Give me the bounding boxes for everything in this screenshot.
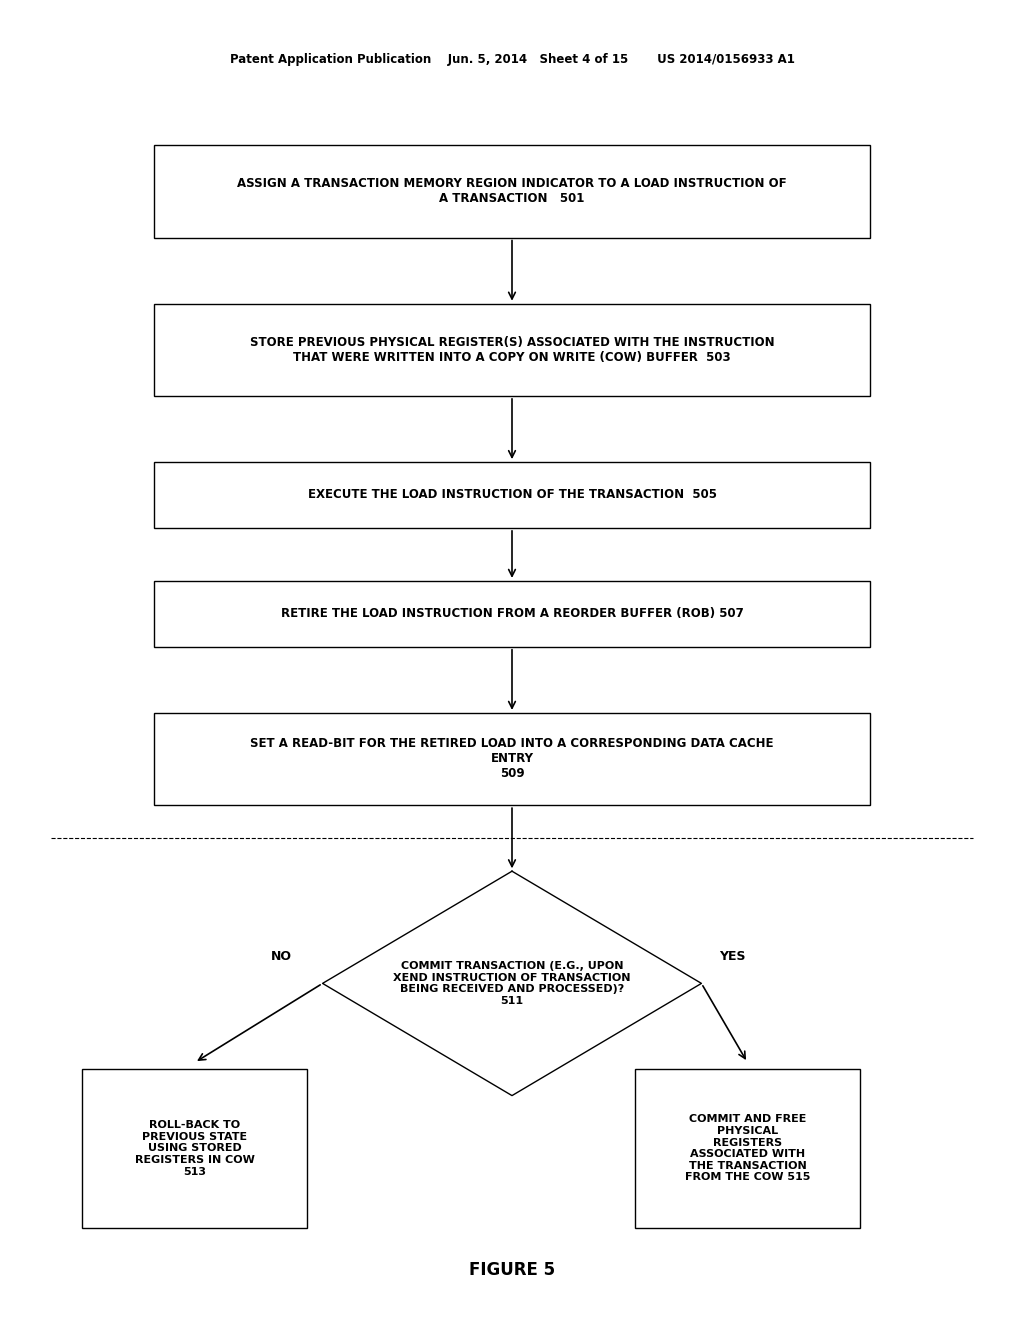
Text: COMMIT AND FREE
PHYSICAL
REGISTERS
ASSOCIATED WITH
THE TRANSACTION
FROM THE COW : COMMIT AND FREE PHYSICAL REGISTERS ASSOC… bbox=[685, 1114, 810, 1183]
FancyBboxPatch shape bbox=[635, 1069, 860, 1228]
Text: ROLL-BACK TO
PREVIOUS STATE
USING STORED
REGISTERS IN COW
513: ROLL-BACK TO PREVIOUS STATE USING STORED… bbox=[134, 1121, 255, 1176]
FancyBboxPatch shape bbox=[154, 581, 870, 647]
Text: FIGURE 5: FIGURE 5 bbox=[469, 1261, 555, 1279]
Text: NO: NO bbox=[271, 950, 292, 964]
Text: RETIRE THE LOAD INSTRUCTION FROM A REORDER BUFFER (ROB) 507: RETIRE THE LOAD INSTRUCTION FROM A REORD… bbox=[281, 607, 743, 620]
FancyBboxPatch shape bbox=[154, 145, 870, 238]
Text: SET A READ-BIT FOR THE RETIRED LOAD INTO A CORRESPONDING DATA CACHE
ENTRY
509: SET A READ-BIT FOR THE RETIRED LOAD INTO… bbox=[250, 738, 774, 780]
Text: YES: YES bbox=[719, 950, 745, 964]
Text: EXECUTE THE LOAD INSTRUCTION OF THE TRANSACTION  505: EXECUTE THE LOAD INSTRUCTION OF THE TRAN… bbox=[307, 488, 717, 502]
Text: Patent Application Publication    Jun. 5, 2014   Sheet 4 of 15       US 2014/015: Patent Application Publication Jun. 5, 2… bbox=[229, 53, 795, 66]
FancyBboxPatch shape bbox=[154, 462, 870, 528]
Text: STORE PREVIOUS PHYSICAL REGISTER(S) ASSOCIATED WITH THE INSTRUCTION
THAT WERE WR: STORE PREVIOUS PHYSICAL REGISTER(S) ASSO… bbox=[250, 335, 774, 364]
FancyBboxPatch shape bbox=[154, 304, 870, 396]
FancyBboxPatch shape bbox=[82, 1069, 307, 1228]
Text: COMMIT TRANSACTION (E.G., UPON
XEND INSTRUCTION OF TRANSACTION
BEING RECEIVED AN: COMMIT TRANSACTION (E.G., UPON XEND INST… bbox=[393, 961, 631, 1006]
FancyBboxPatch shape bbox=[154, 713, 870, 805]
Text: ASSIGN A TRANSACTION MEMORY REGION INDICATOR TO A LOAD INSTRUCTION OF
A TRANSACT: ASSIGN A TRANSACTION MEMORY REGION INDIC… bbox=[238, 177, 786, 206]
